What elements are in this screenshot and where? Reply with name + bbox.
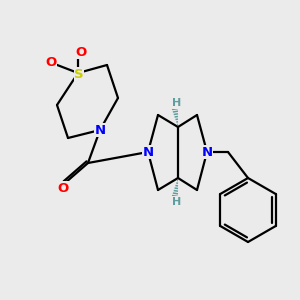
Text: S: S	[74, 68, 84, 80]
Text: N: N	[201, 146, 213, 158]
Text: N: N	[142, 146, 154, 158]
Text: O: O	[45, 56, 57, 70]
Text: H: H	[172, 197, 182, 207]
Text: N: N	[94, 124, 106, 136]
Text: H: H	[172, 98, 182, 108]
Text: O: O	[75, 46, 87, 59]
Text: O: O	[57, 182, 69, 194]
